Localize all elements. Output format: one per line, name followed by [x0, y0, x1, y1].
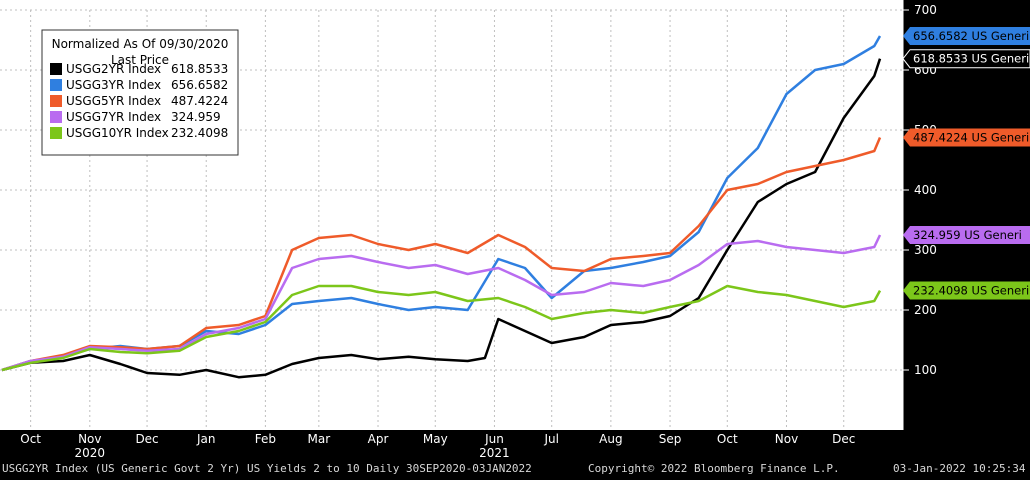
- legend-entry-value: 232.4098: [171, 126, 228, 140]
- legend-title: Normalized As Of 09/30/2020: [52, 37, 229, 51]
- y-tick-label: 700: [914, 3, 937, 17]
- legend-swatch: [50, 127, 62, 139]
- legend-swatch: [50, 79, 62, 91]
- last-price-tags: 656.6582 US Generi 618.8533 US Generi 487.…: [902, 27, 1030, 300]
- legend-entry-name: USGG7YR Index: [66, 110, 161, 124]
- legend-entry-value: 487.4224: [171, 94, 228, 108]
- legend-box: [41, 29, 239, 156]
- x-tick-label: Dec: [135, 432, 158, 446]
- x-tick-label: Mar: [308, 432, 331, 446]
- x-axis: Oct Nov Dec Jan Feb Mar Apr May Jun Jul Aug Sep Oct N…: [0, 430, 903, 460]
- series-line-usgg5yr: [1, 137, 882, 372]
- series-line-usgg10yr: [1, 284, 882, 372]
- legend-swatch: [50, 95, 62, 107]
- last-price-tag: [903, 128, 1030, 147]
- x-tick-label: Oct: [20, 432, 41, 446]
- x-tick-label: Feb: [255, 432, 276, 446]
- x-tick-label: Sep: [659, 432, 682, 446]
- x-axis-band: [0, 430, 903, 460]
- last-price-tag-label: 618.8533 US Generi: [913, 52, 1029, 66]
- x-tick-label: Jan: [196, 432, 216, 446]
- legend-swatch: [50, 111, 62, 123]
- y-tick-label: 400: [914, 183, 937, 197]
- year-label: 2020: [75, 446, 106, 460]
- x-tick-label: Aug: [599, 432, 622, 446]
- x-tick-label: May: [423, 432, 448, 446]
- x-tick-label: Nov: [78, 432, 101, 446]
- last-price-tag: [903, 27, 1030, 46]
- last-price-tag-label: 324.959 US Generi: [913, 228, 1022, 242]
- series-line-usgg7yr: [1, 234, 882, 372]
- x-tick-label: Dec: [832, 432, 855, 446]
- series-line-usgg2yr: [1, 58, 882, 379]
- y-tick-label: 100: [914, 363, 937, 377]
- legend-entry-value: 324.959: [171, 110, 221, 124]
- legend-entry-name: USGG5YR Index: [66, 94, 161, 108]
- x-tick-label: Jul: [543, 432, 558, 446]
- last-price-tag-label: 232.4098 US Generi: [913, 284, 1029, 298]
- footer-timestamp: 03-Jan-2022 10:25:34: [893, 462, 1026, 475]
- x-tick-label: Apr: [368, 432, 389, 446]
- x-tick-label: Jun: [484, 432, 504, 446]
- last-price-tag: [903, 281, 1030, 300]
- legend-title: Last Price: [111, 53, 169, 67]
- legend-swatch: [50, 63, 62, 75]
- y-tick-label: 300: [914, 243, 937, 257]
- last-price-tag: [902, 49, 1030, 69]
- footer-left: USGG2YR Index (US Generic Govt 2 Yr) US …: [2, 462, 532, 475]
- x-tick-label: Nov: [775, 432, 798, 446]
- footer-copyright: Copyright© 2022 Bloomberg Finance L.P.: [588, 462, 840, 475]
- legend-entry-value: 618.8533: [171, 62, 228, 76]
- legend-entry-name: USGG10YR Index: [66, 126, 169, 140]
- last-price-tag-label: 487.4224 US Generi: [913, 131, 1029, 145]
- y-tick-label: 200: [914, 303, 937, 317]
- last-price-tag-label: 656.6582 US Generi: [913, 29, 1029, 43]
- x-tick-label: Oct: [717, 432, 738, 446]
- last-price-tag: [903, 226, 1030, 245]
- right-axis-background: [903, 0, 1030, 430]
- series-lines: [1, 35, 882, 379]
- legend-entry-name: USGG3YR Index: [66, 78, 161, 92]
- year-label: 2021: [479, 446, 510, 460]
- legend-entry-name: USGG2YR Index: [66, 62, 161, 76]
- legend-entry-value: 656.6582: [171, 78, 228, 92]
